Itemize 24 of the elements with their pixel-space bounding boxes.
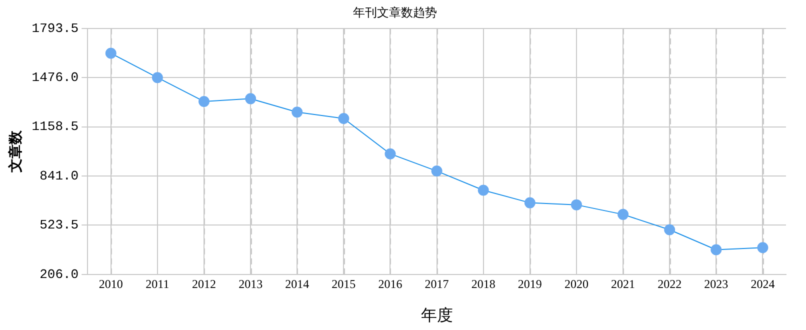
- y-tick-label: 1476.0: [32, 70, 79, 86]
- x-tick-label: 2022: [658, 276, 682, 291]
- x-tick-label: 2023: [704, 276, 728, 291]
- y-tick-label: 523.5: [40, 218, 79, 233]
- x-axis-title: 年度: [420, 306, 453, 325]
- x-tick-label: 2017: [424, 276, 449, 291]
- y-axis-title: 文章数: [7, 129, 24, 174]
- y-tick-label: 1793.5: [32, 20, 79, 36]
- x-tick-label: 2024: [750, 276, 775, 291]
- x-tick-label: 2012: [192, 276, 216, 291]
- x-tick-label: 2020: [564, 276, 588, 291]
- x-tick-label: 2021: [611, 276, 636, 291]
- chart-title: 年刊文章数趋势: [353, 5, 437, 20]
- y-tick-label: 206.0: [40, 266, 79, 282]
- x-tick-label: 2015: [332, 276, 356, 291]
- y-tick-label: 1158.5: [32, 119, 79, 134]
- x-tick-label: 2010: [98, 276, 123, 291]
- x-tick-label: 2018: [471, 276, 496, 291]
- x-tick-label: 2013: [238, 276, 263, 291]
- y-tick-label: 841.0: [40, 168, 79, 184]
- x-tick-label: 2014: [285, 276, 310, 291]
- x-tick-label: 2016: [378, 276, 402, 291]
- x-tick-label: 2019: [518, 276, 542, 291]
- x-tick-label: 2011: [146, 276, 170, 291]
